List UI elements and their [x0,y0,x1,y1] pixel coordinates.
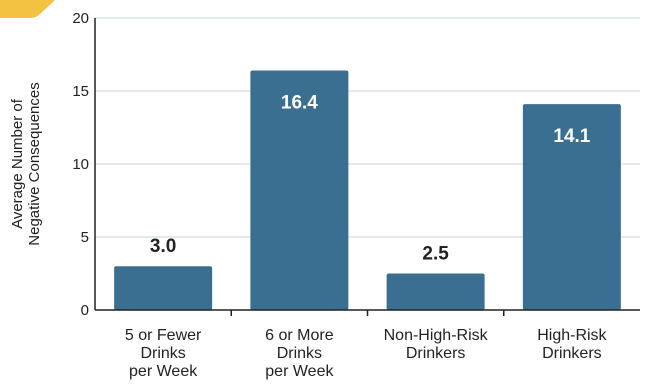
x-tick-label: 6 or More Drinks per Week [265,327,334,380]
bar [386,273,485,310]
y-tick-label: 15 [72,83,89,100]
bars [114,70,621,310]
data-label: 3.0 [150,236,176,257]
data-label: 16.4 [281,93,318,114]
corner-tab-decoration [0,0,55,18]
bar [114,266,213,310]
bar [522,104,621,310]
data-label: 14.1 [553,126,590,147]
x-axis-category-labels: 5 or Fewer Drinks per Week 6 or More Drinks p… [125,310,608,380]
x-tick-label: High-Risk Drinkers [537,327,607,362]
bar [250,70,349,310]
x-tick-label: Non-High-Risk Drinkers [384,327,489,362]
data-labels: 3.0 16.4 2.5 14.1 [150,93,591,265]
y-tick-label: 5 [81,229,89,246]
data-label: 2.5 [422,244,449,265]
x-tick-label: 5 or Fewer Drinks per Week [125,327,202,380]
y-tick-label: 10 [72,156,89,173]
y-tick-label: 20 [72,10,89,27]
y-axis-label: Average Number ofNegative Consequences [9,82,43,245]
y-axis-ticks: 0 5 10 15 20 [72,10,89,319]
y-tick-label: 0 [81,302,89,319]
